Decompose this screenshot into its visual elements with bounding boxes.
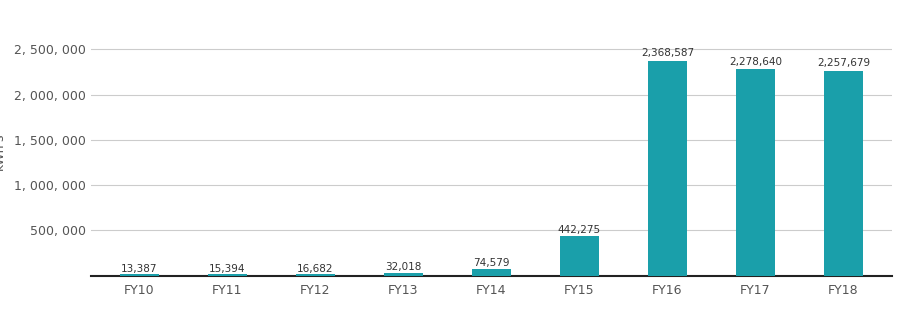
Text: 442,275: 442,275	[558, 224, 601, 235]
Bar	[735, 70, 775, 276]
Text: 74,579: 74,579	[473, 258, 510, 268]
Bar	[296, 274, 335, 276]
Text: 2,257,679: 2,257,679	[817, 58, 870, 69]
Text: 16,682: 16,682	[298, 263, 334, 274]
Bar	[648, 61, 687, 276]
Bar	[824, 71, 864, 276]
Bar	[560, 236, 599, 276]
Y-axis label: kWh's: kWh's	[0, 132, 6, 170]
Bar	[384, 272, 423, 276]
Bar	[119, 274, 159, 276]
Text: 13,387: 13,387	[121, 264, 157, 274]
Text: 15,394: 15,394	[209, 264, 246, 274]
Text: 2,278,640: 2,278,640	[729, 56, 782, 67]
Bar	[471, 269, 511, 276]
Bar	[207, 274, 248, 276]
Text: 2,368,587: 2,368,587	[641, 48, 694, 58]
Text: 32,018: 32,018	[385, 262, 421, 272]
